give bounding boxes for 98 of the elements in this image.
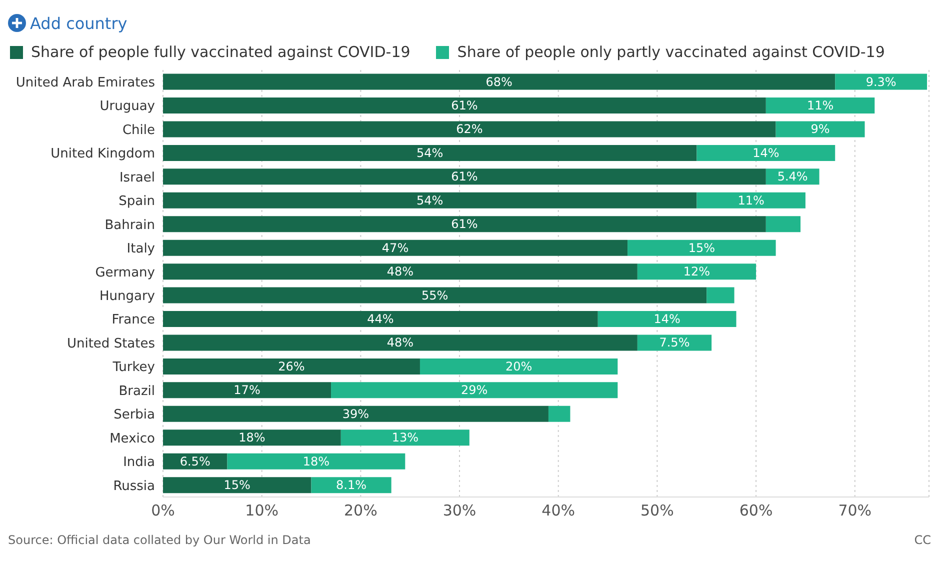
data-label: 47% bbox=[382, 240, 409, 255]
y-tick-label: France bbox=[112, 312, 155, 328]
x-tick-label: 0% bbox=[151, 502, 175, 520]
bar bbox=[163, 358, 420, 374]
data-label: 44% bbox=[367, 312, 394, 326]
data-label: 5.4% bbox=[777, 170, 808, 184]
data-label: 48% bbox=[386, 336, 414, 350]
bar bbox=[420, 358, 618, 374]
data-label: 39% bbox=[342, 406, 370, 421]
y-tick-label: Turkey bbox=[112, 360, 156, 376]
data-label: 29% bbox=[461, 383, 488, 398]
bar bbox=[835, 74, 928, 90]
bar bbox=[637, 264, 756, 280]
data-label: 68% bbox=[486, 74, 512, 89]
y-tick-label: Brazil bbox=[118, 384, 155, 399]
data-label: 13% bbox=[392, 430, 418, 445]
bar bbox=[311, 477, 392, 494]
bar bbox=[163, 216, 766, 232]
y-tick-label: Chile bbox=[122, 122, 155, 138]
x-tick-label: 50% bbox=[640, 502, 674, 520]
y-tick-label: United Arab Emirates bbox=[16, 75, 156, 90]
y-tick-label: Russia bbox=[113, 478, 155, 494]
bar bbox=[163, 334, 638, 351]
bar bbox=[163, 430, 341, 446]
text: CC bbox=[914, 533, 931, 547]
data-label: 54% bbox=[416, 146, 444, 160]
bar bbox=[163, 144, 697, 161]
y-tick-label: Uruguay bbox=[100, 99, 156, 114]
data-label: 62% bbox=[456, 122, 483, 136]
bar bbox=[706, 287, 734, 304]
x-tick-label: 40% bbox=[542, 502, 576, 520]
y-tick-label: Italy bbox=[126, 242, 156, 257]
y-tick-label: Bahrain bbox=[104, 218, 155, 233]
data-label: 11% bbox=[806, 98, 834, 113]
bar bbox=[766, 98, 875, 114]
data-label: 20% bbox=[505, 359, 532, 374]
data-label: 14% bbox=[654, 312, 680, 326]
data-label: 9.3% bbox=[866, 74, 896, 89]
data-label: 48% bbox=[386, 264, 414, 279]
y-tick-label: Serbia bbox=[114, 408, 155, 423]
data-label: 15% bbox=[688, 240, 716, 255]
y-tick-label: Mexico bbox=[110, 431, 156, 446]
data-label: 12% bbox=[683, 264, 710, 279]
x-tick-label: 30% bbox=[442, 502, 476, 520]
bar bbox=[628, 240, 776, 256]
bar bbox=[163, 311, 598, 328]
bar bbox=[696, 192, 806, 208]
data-label: 7.5% bbox=[659, 336, 690, 350]
legend-label: Share of people fully vaccinated against COVID-19 bbox=[31, 43, 410, 61]
data-label: 61% bbox=[451, 170, 478, 184]
data-label: 6.5% bbox=[180, 454, 210, 468]
bar bbox=[766, 216, 801, 232]
data-label: 26% bbox=[278, 359, 305, 374]
data-label: 11% bbox=[738, 193, 764, 208]
bar bbox=[163, 121, 776, 138]
y-tick-label: Israel bbox=[119, 170, 155, 186]
bar bbox=[163, 74, 836, 90]
y-tick-label: Hungary bbox=[99, 288, 156, 304]
x-tick-label: 70% bbox=[838, 502, 872, 520]
data-label: 61% bbox=[451, 217, 478, 232]
bar bbox=[227, 453, 406, 470]
bar bbox=[163, 168, 766, 185]
bar bbox=[776, 121, 865, 138]
data-label: 15% bbox=[224, 478, 250, 492]
bar bbox=[331, 382, 618, 398]
legend-label: Share of people only partly vaccinated against COVID-19 bbox=[457, 43, 885, 61]
bar bbox=[598, 311, 736, 328]
data-label: 54% bbox=[416, 193, 444, 208]
bar bbox=[163, 287, 707, 304]
x-tick-label: 60% bbox=[739, 502, 773, 520]
bar bbox=[163, 382, 332, 398]
data-label: 18% bbox=[238, 430, 266, 445]
bar bbox=[163, 264, 638, 280]
bar bbox=[163, 477, 312, 494]
bar bbox=[637, 334, 712, 351]
bar bbox=[163, 406, 548, 422]
data-label: 61% bbox=[451, 98, 478, 113]
bar bbox=[548, 406, 570, 422]
y-tick-label: India bbox=[123, 455, 155, 470]
text: Add country bbox=[30, 14, 128, 32]
bar bbox=[163, 98, 766, 114]
bar bbox=[696, 144, 836, 161]
x-tick-label: 10% bbox=[245, 502, 279, 520]
data-label: 9% bbox=[810, 122, 830, 136]
data-label: 14% bbox=[752, 146, 780, 160]
data-label: 17% bbox=[234, 383, 260, 398]
y-tick-label: United Kingdom bbox=[50, 146, 155, 162]
source-note: Source: Official data collated by Our World in Data bbox=[8, 533, 311, 547]
bar bbox=[163, 192, 697, 208]
y-tick-label: United States bbox=[66, 336, 156, 352]
bar bbox=[340, 430, 470, 446]
y-tick-label: Spain bbox=[118, 194, 155, 210]
data-label: 8.1% bbox=[336, 478, 367, 492]
data-label: 55% bbox=[421, 288, 448, 302]
data-label: 18% bbox=[302, 454, 330, 468]
x-tick-label: 20% bbox=[344, 502, 378, 520]
y-tick-label: Germany bbox=[95, 265, 156, 280]
bar bbox=[163, 240, 628, 256]
